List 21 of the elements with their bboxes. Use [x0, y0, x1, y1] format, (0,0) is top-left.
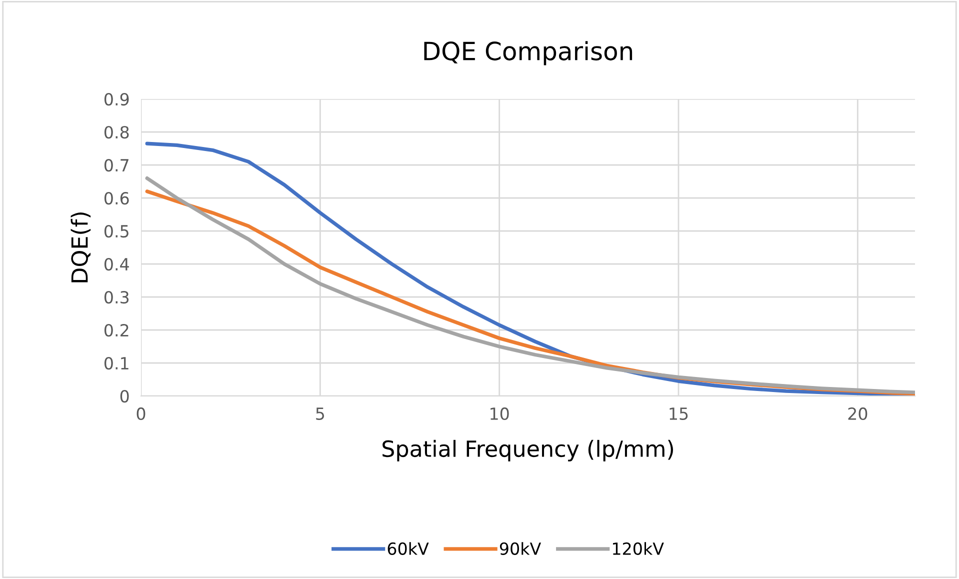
x-tick-label: 15: [670, 408, 688, 420]
y-tick-label: 0: [120, 390, 129, 403]
x-tick-label: 5: [316, 408, 324, 420]
legend-label: 60kV: [388, 542, 429, 555]
x-tick-label: 0: [136, 407, 146, 420]
y-tick-label: 0.6: [104, 192, 129, 205]
y-tick-label: 0.3: [104, 290, 129, 304]
x-tick-label: 10: [490, 407, 509, 420]
y-tick-label: 0.7: [104, 158, 128, 172]
y-tick-label: 0.4: [104, 258, 129, 271]
y-tick-label: 0.2: [104, 324, 128, 337]
legend-label: 120kV: [613, 542, 664, 555]
x-tick-label: 20: [848, 407, 868, 420]
x-axis-title: Spatial Frequency (lp/mm): [382, 440, 674, 462]
y-tick-label: 0.8: [104, 126, 129, 139]
legend-label: 90kV: [500, 542, 542, 555]
y-tick-label: 0.9: [104, 92, 129, 106]
y-axis-title: DQE(f): [70, 212, 91, 282]
y-tick-label: 0.1: [104, 356, 128, 370]
chart-title: DQE Comparison: [424, 41, 632, 66]
y-tick-label: 0.5: [104, 224, 128, 238]
